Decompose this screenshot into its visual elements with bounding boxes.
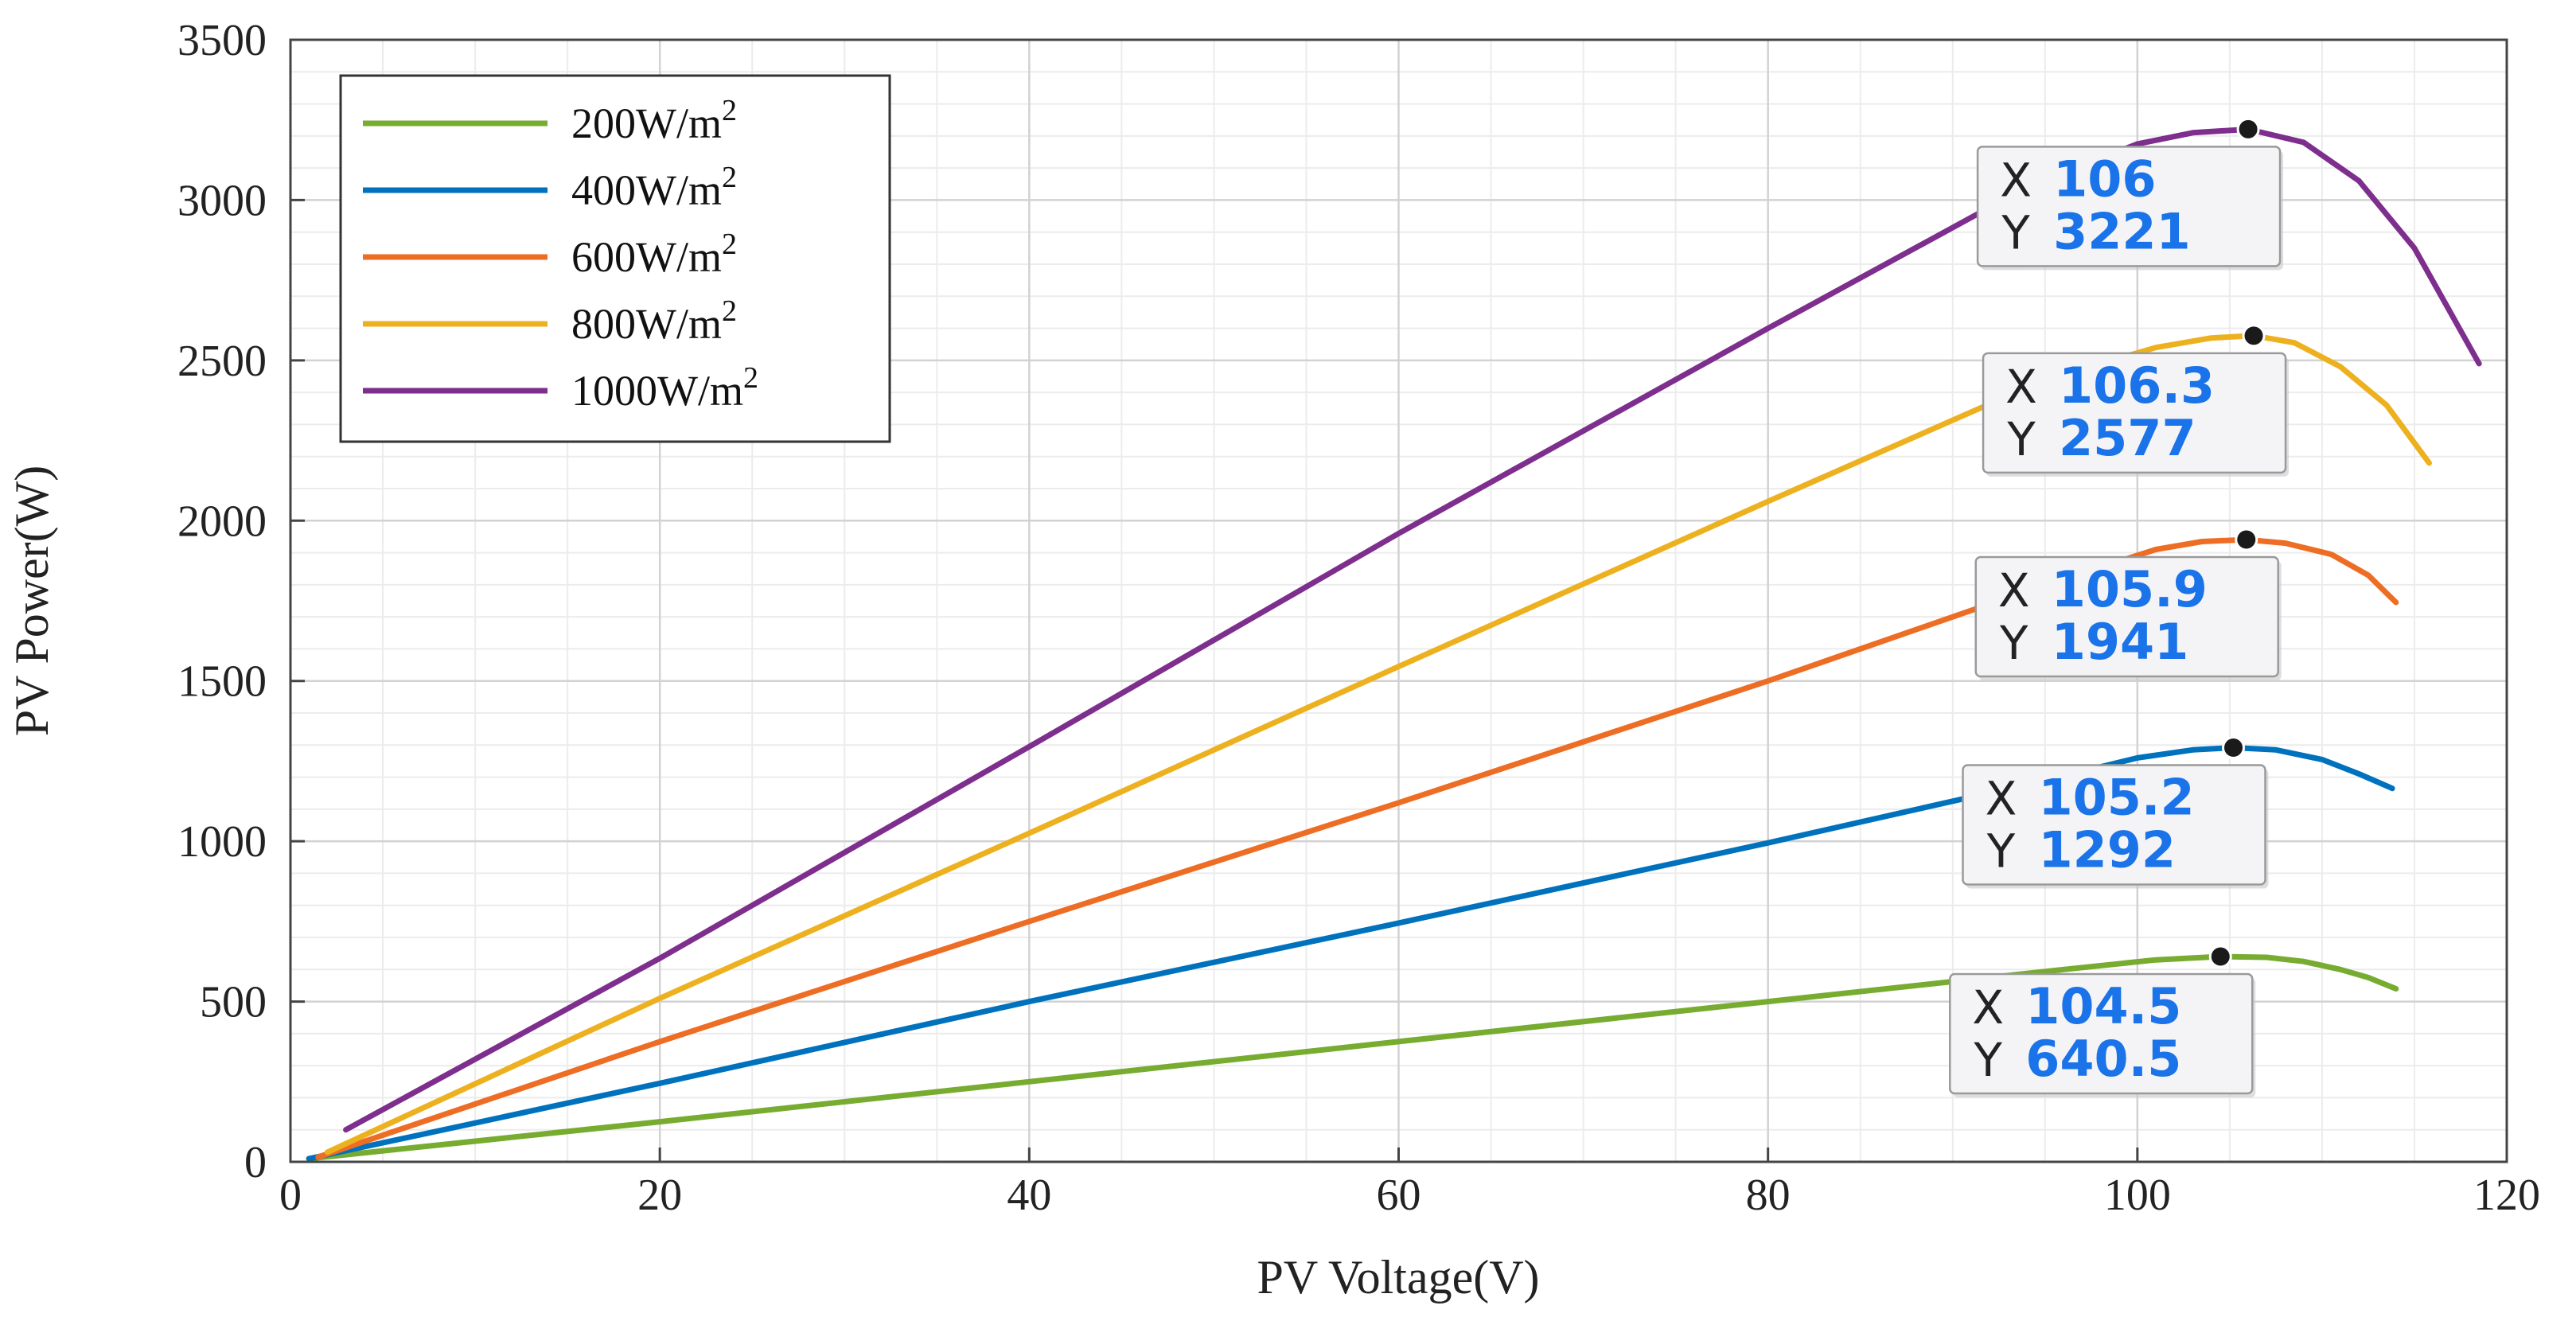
datatip-x-value: 105.2 <box>2039 769 2195 827</box>
datatip-box <box>1949 972 2254 1095</box>
datatip-x-letter: X <box>2000 153 2032 207</box>
y-tick-label: 0 <box>244 1138 267 1187</box>
series-line <box>315 536 2399 1160</box>
series-layer <box>306 126 2482 1162</box>
datatip-marker[interactable] <box>2222 736 2246 760</box>
datatip-y-letter: Y <box>1986 824 2016 879</box>
datatip[interactable]: X 105.2 Y 1292 <box>1962 764 2269 889</box>
x-tick-label: 20 <box>637 1171 682 1220</box>
datatip-y-value: 1292 <box>2039 821 2177 879</box>
datatip-marker[interactable] <box>2235 528 2258 551</box>
y-tick-label: 1500 <box>177 657 267 707</box>
legend[interactable]: 200W/m2 400W/m2 600W/m2 800W/m2 1000W/m2 <box>339 74 891 443</box>
x-tick-label: 80 <box>1746 1171 1791 1220</box>
legend-label: 1000W/m2 <box>571 361 758 415</box>
datatip[interactable]: X 104.5 Y 640.5 <box>1949 972 2256 1097</box>
y-axis-label: PV Power(W) <box>6 466 58 737</box>
y-tick-label: 2000 <box>177 497 267 546</box>
datatip-y-letter: Y <box>1999 616 2028 670</box>
datatip-y-value: 1941 <box>2052 613 2189 671</box>
datatip-y-letter: Y <box>1974 1033 2003 1087</box>
datatip-box <box>1962 764 2266 886</box>
datatip-marker[interactable] <box>2242 324 2266 348</box>
legend-label: 400W/m2 <box>571 161 737 214</box>
x-tick-label: 0 <box>279 1171 302 1220</box>
datatip-x-letter: X <box>1986 772 2017 826</box>
y-tick-label: 500 <box>200 978 267 1027</box>
x-tick-label: 120 <box>2473 1171 2540 1220</box>
datatip-x-letter: X <box>1998 563 2030 618</box>
datatip-box <box>1982 352 2287 474</box>
legend-item[interactable]: 400W/m2 <box>363 161 737 214</box>
legend-item[interactable]: 800W/m2 <box>363 294 737 348</box>
series-line <box>343 126 2482 1133</box>
x-tick-label: 100 <box>2104 1171 2171 1220</box>
datatip-y-value: 3221 <box>2053 202 2191 260</box>
y-tick-label: 3000 <box>177 176 267 225</box>
series-line <box>306 745 2395 1162</box>
x-tick-label: 40 <box>1007 1171 1051 1220</box>
x-tick-label: 60 <box>1377 1171 1421 1220</box>
legend-label: 800W/m2 <box>571 294 737 348</box>
y-tick-label: 2500 <box>177 337 267 386</box>
datatip-x-value: 104.5 <box>2025 977 2181 1035</box>
legend-label: 200W/m2 <box>571 94 737 147</box>
legend-item[interactable]: 200W/m2 <box>363 94 737 147</box>
ticks: 0 20 40 60 80 100 120 0 500 1000 1500 2000 2500 3000 3… <box>177 16 2540 1220</box>
datatip[interactable]: X 106 Y 3221 <box>1976 146 2284 271</box>
datatip-box <box>1974 555 2280 678</box>
series-line <box>306 953 2399 1162</box>
datatip-x-value: 105.9 <box>2052 560 2208 618</box>
datatip[interactable]: X 106.3 Y 2577 <box>1982 352 2290 477</box>
y-tick-label: 1000 <box>177 817 267 867</box>
series-line <box>324 333 2432 1155</box>
x-axis-label: PV Voltage(V) <box>1257 1251 1539 1303</box>
datatip-marker[interactable] <box>2208 945 2232 968</box>
datatip-x-value: 106.3 <box>2059 357 2215 415</box>
datatip-box <box>1976 146 2282 267</box>
datatip-y-letter: Y <box>2001 205 2030 259</box>
datatip-x-letter: X <box>2005 360 2037 414</box>
legend-item[interactable]: 600W/m2 <box>363 228 737 281</box>
datatip-x-letter: X <box>1972 980 2004 1035</box>
datatip-y-letter: Y <box>2006 412 2036 466</box>
datatip-y-value: 2577 <box>2059 409 2196 467</box>
datatip-x-value: 106 <box>2053 150 2156 208</box>
y-tick-label: 3500 <box>177 16 267 65</box>
datatip[interactable]: X 105.9 Y 1941 <box>1974 555 2282 681</box>
datatips: X 104.5 Y 640.5 X 105.2 Y 1292 X 105.9 Y 1941 X 106.3… <box>1949 117 2290 1097</box>
datatip-y-value: 640.5 <box>2025 1030 2181 1088</box>
legend-label: 600W/m2 <box>571 228 737 281</box>
legend-item[interactable]: 1000W/m2 <box>363 361 758 415</box>
datatip-marker[interactable] <box>2236 117 2260 141</box>
